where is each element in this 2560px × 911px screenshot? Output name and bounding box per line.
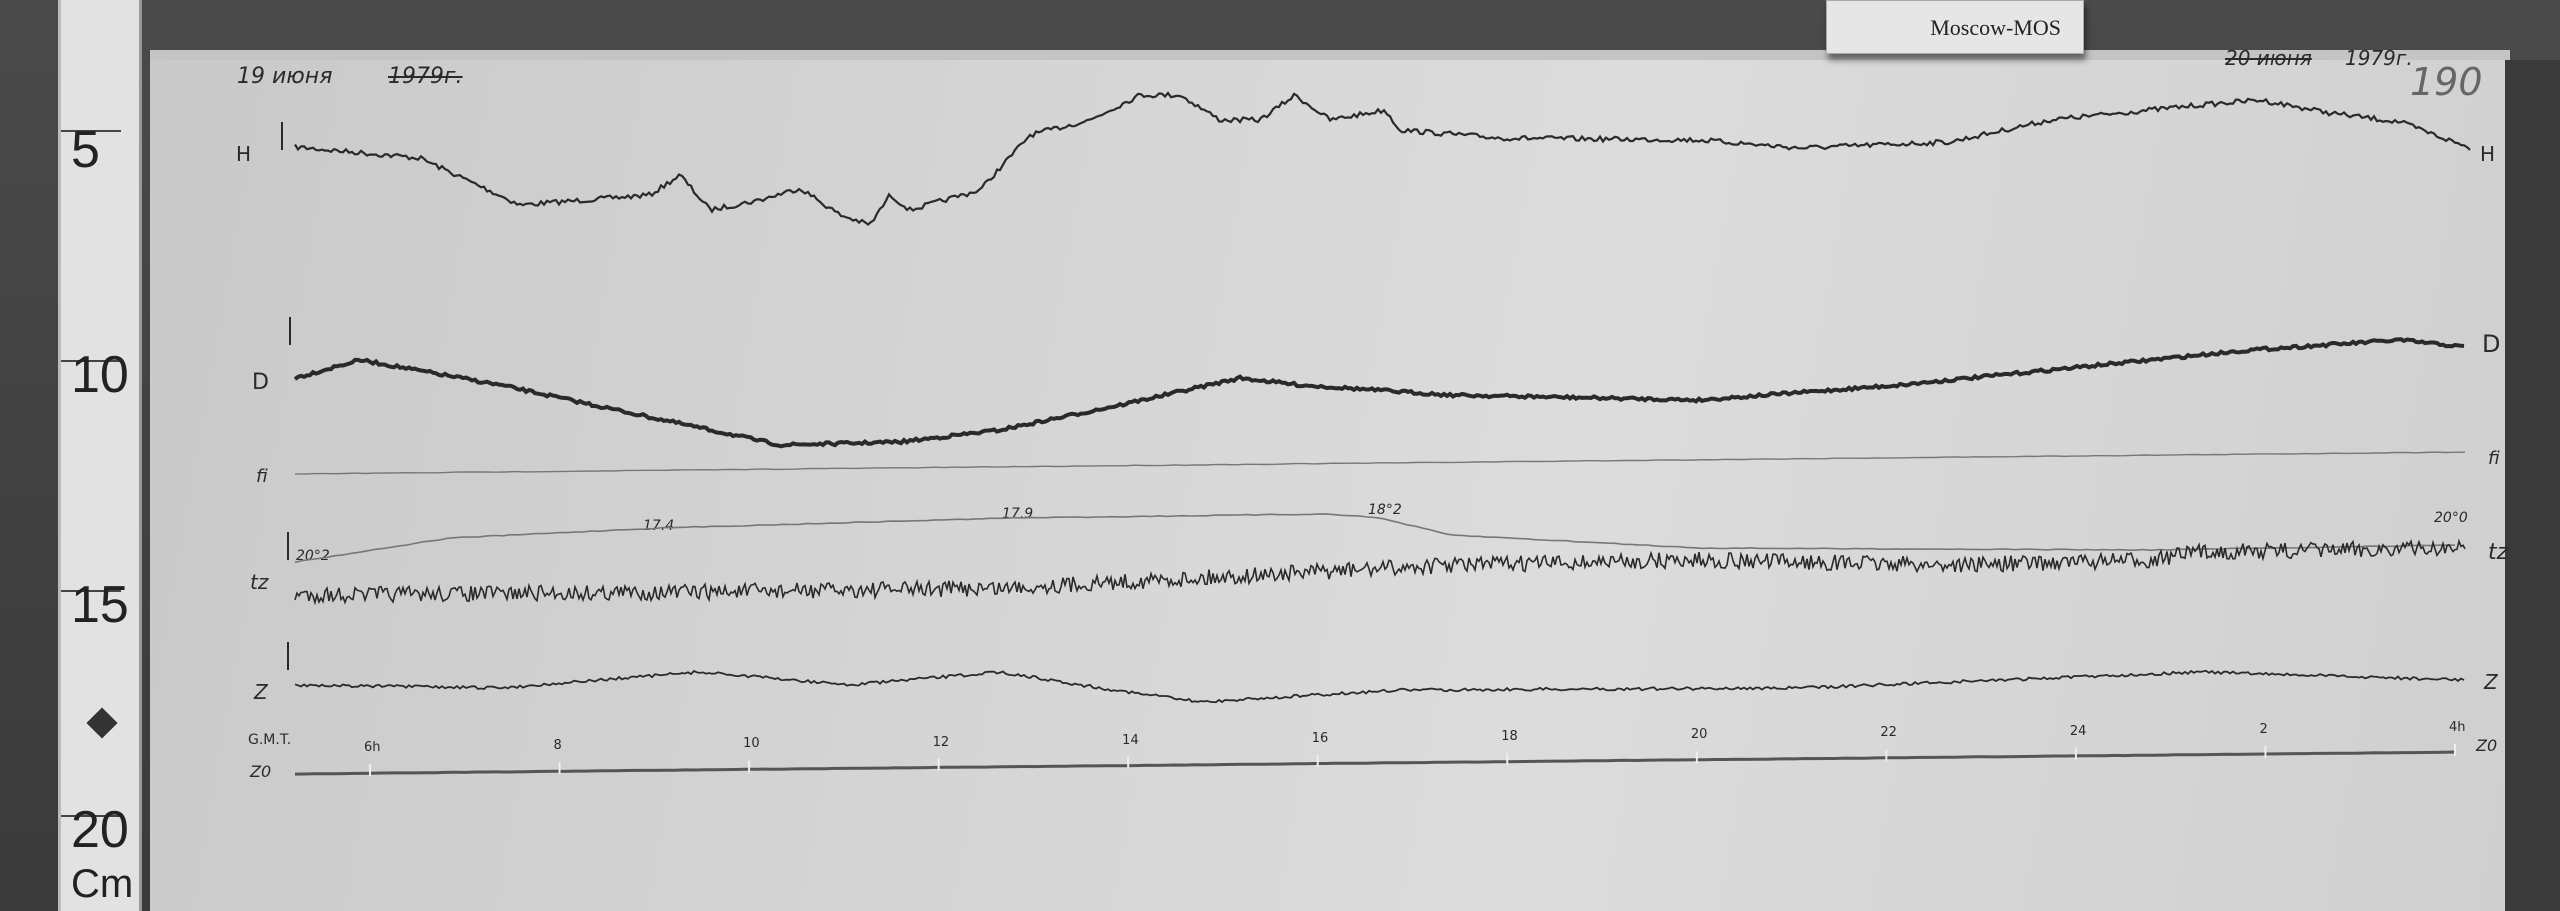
time-tick-label: 18	[1501, 729, 1518, 745]
time-tick-label: 2	[2259, 721, 2268, 737]
tz-label-left: tz	[250, 570, 269, 594]
ruler-tick	[61, 815, 121, 817]
time-tick-label: 12	[932, 734, 950, 750]
time-tick-label: 20	[1690, 727, 1708, 743]
baseline-trace	[294, 451, 2466, 475]
z-label-right: Z	[2484, 670, 2498, 694]
ruler-tick	[61, 130, 121, 132]
ruler-mark: 20	[71, 801, 129, 859]
time-tick-label: 14	[1122, 732, 1139, 748]
h-trace	[294, 91, 2471, 226]
ruler-tick	[61, 590, 121, 592]
temperature-label: 17.4	[643, 518, 675, 534]
temperature-label: 20°0	[2434, 510, 2468, 526]
d-label-right: D	[2482, 330, 2501, 358]
board-edge	[2505, 60, 2560, 911]
temperature-label: 18°2	[1368, 502, 1402, 518]
sheet-number: 190	[2410, 60, 2483, 104]
tz-label-right: tz	[2488, 540, 2509, 565]
end-date: 20 июня	[2225, 46, 2312, 70]
ruler-mark: 15	[71, 576, 129, 634]
station-label-card: Moscow-MOS	[1826, 0, 2084, 54]
h-label-left: H	[236, 142, 252, 166]
end-year: 1979г.	[2345, 46, 2413, 70]
station-label: Moscow-MOS	[1930, 15, 2061, 40]
axis-label-right: Z0	[2476, 736, 2498, 755]
start-year: 1979г.	[388, 64, 463, 89]
h-label-right: H	[2480, 142, 2496, 166]
baseline-label-right: fi	[2488, 448, 2500, 469]
ruler-tick	[61, 360, 121, 362]
d-trace	[293, 337, 2465, 449]
magnetogram-paper	[150, 60, 2510, 911]
ruler-mark: 5	[71, 121, 100, 179]
time-tick-label: 10	[743, 736, 760, 752]
time-tick-label: 16	[1311, 730, 1329, 746]
d-label-left: D	[252, 370, 269, 395]
time-tick-label: 8	[553, 738, 562, 754]
time-tick-label: 24	[2069, 723, 2087, 739]
tz-trace	[294, 538, 2466, 606]
ruler-mark: 10	[71, 346, 129, 404]
time-tick-label: 22	[1880, 725, 1897, 741]
time-axis-line	[294, 750, 2456, 776]
z-label-left: Z	[254, 680, 268, 704]
gmt-label: G.M.T.	[248, 732, 292, 748]
ruler-unit: Cm	[71, 862, 134, 906]
axis-label-left: Z0	[250, 762, 272, 781]
z-trace	[294, 669, 2465, 704]
start-date: 19 июня	[237, 64, 333, 89]
time-tick-label: 6h	[364, 740, 381, 755]
ruler: 5 10 15 20 Cm	[58, 0, 142, 911]
temperature-trace	[294, 513, 2456, 564]
baseline-label-left: fi	[256, 466, 268, 487]
time-tick-label: 4h	[2449, 720, 2466, 735]
